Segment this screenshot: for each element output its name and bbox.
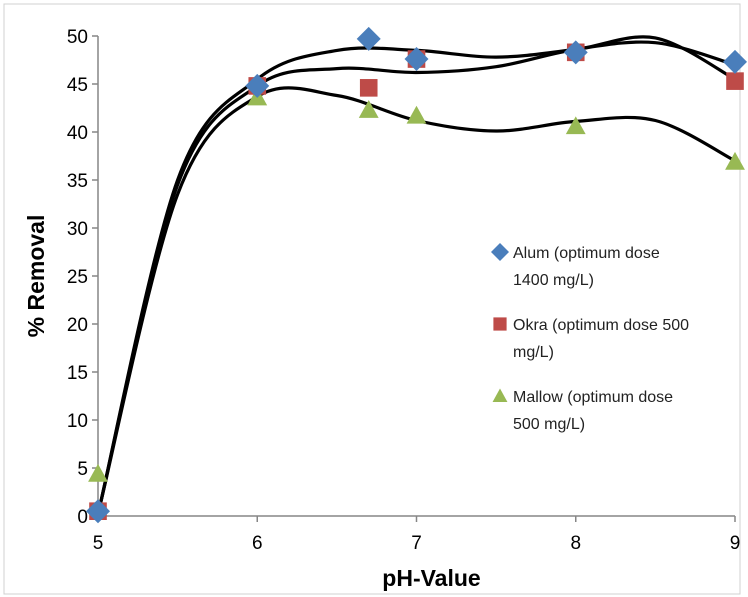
y-tick-label: 45: [67, 75, 88, 96]
y-tick-label: 40: [67, 123, 88, 144]
data-point-alum: [563, 40, 588, 65]
trendline-mallow: [96, 86, 736, 515]
legend-label: Mallow (optimum dose: [513, 389, 673, 406]
x-axis-title: pH-Value: [382, 565, 480, 591]
y-tick-label: 50: [67, 27, 88, 48]
chart-border: [3, 3, 741, 595]
x-tick-label: 6: [252, 533, 263, 554]
y-axis-title: % Removal: [23, 215, 49, 338]
legend-label: Okra (optimum dose 500: [513, 317, 689, 334]
legend-marker-alum: [491, 243, 509, 261]
data-point-alum: [356, 26, 381, 51]
legend-label: mg/L): [513, 344, 554, 361]
x-tick-label: 8: [570, 533, 581, 554]
legend-label: Alum (optimum dose: [513, 245, 660, 262]
y-tick-label: 15: [67, 363, 88, 384]
y-tick-label: 10: [67, 411, 88, 432]
legend-label: 1400 mg/L): [513, 272, 594, 289]
legend-marker-okra: [493, 317, 507, 331]
x-tick-label: 5: [93, 533, 104, 554]
data-point-alum: [86, 499, 110, 524]
data-point-mallow: [565, 116, 586, 135]
data-point-alum: [245, 73, 270, 98]
y-tick-label: 35: [67, 171, 88, 192]
y-tick-label: 20: [67, 315, 88, 336]
x-tick-label: 7: [411, 533, 422, 554]
y-tick-label: 5: [77, 459, 88, 480]
data-markers: [86, 26, 747, 524]
data-point-alum: [404, 47, 429, 72]
data-point-mallow: [88, 463, 108, 482]
data-point-okra: [359, 79, 378, 97]
y-tick-label: 0: [77, 507, 88, 528]
legend: Alum (optimum dose 1400 mg/L) Okra (optimu…: [491, 243, 689, 433]
trendline-okra: [96, 40, 736, 515]
legend-marker-mallow: [492, 388, 508, 402]
y-tick-label: 30: [67, 219, 88, 240]
data-point-mallow: [406, 105, 427, 124]
data-point-mallow: [725, 151, 745, 170]
trendlines: [96, 35, 736, 515]
x-tick-label: 9: [730, 533, 741, 554]
data-point-okra: [726, 72, 744, 90]
y-tick-label: 25: [67, 267, 88, 288]
data-point-alum: [723, 49, 747, 74]
legend-label: 500 mg/L): [513, 416, 585, 433]
data-point-mallow: [358, 100, 379, 118]
